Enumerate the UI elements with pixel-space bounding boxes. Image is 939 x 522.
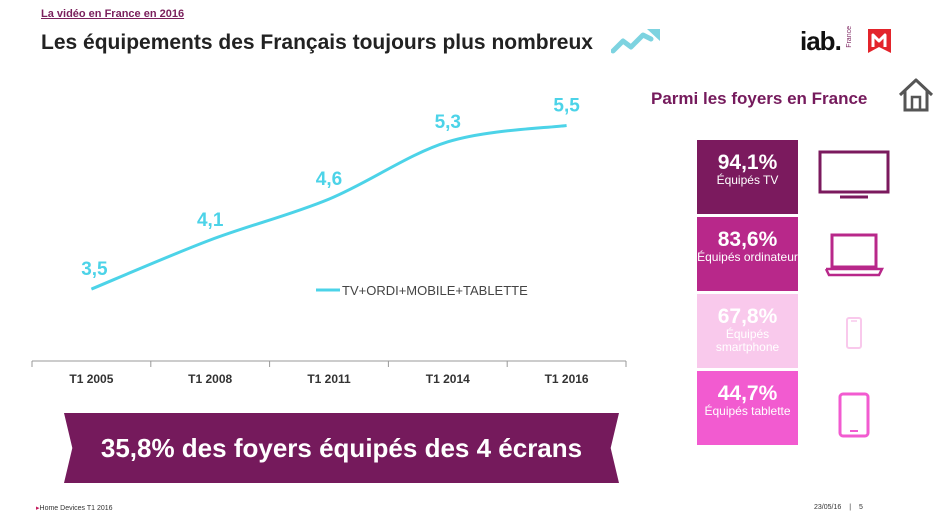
x-tick-label: T1 2016 — [545, 372, 589, 386]
data-label: 4,6 — [316, 169, 342, 190]
x-tick-label: T1 2008 — [188, 372, 232, 386]
iab-logo-sub: France — [846, 26, 853, 48]
stat-tv: 94,1% Équipés TV — [697, 140, 798, 214]
footer-date: 23/05/16 — [814, 504, 842, 511]
stat-tablet: 44,7% Équipés tablette — [697, 371, 798, 445]
supertitle: La vidéo en France en 2016 — [41, 8, 185, 20]
data-label: 3,5 — [81, 259, 108, 280]
page-title: Les équipements des Français toujours pl… — [41, 31, 593, 54]
legend-label: TV+ORDI+MOBILE+TABLETTE — [342, 283, 528, 298]
x-tick-label: T1 2005 — [69, 372, 113, 386]
stat-tablet-label: Équipés tablette — [704, 404, 791, 418]
stat-smartphone: 67,8% Équipés smartphone — [697, 294, 798, 368]
m-logo-icon — [868, 29, 891, 53]
summary-banner: 35,8% des foyers équipés des 4 écrans — [64, 413, 619, 483]
footer-separator: | — [849, 504, 852, 511]
stat-computer-pct: 83,6% — [717, 228, 778, 251]
data-label: 5,3 — [435, 112, 461, 133]
tablet-icon — [838, 392, 870, 438]
stat-smartphone-label: Équipés smartphone — [715, 327, 780, 354]
series-line — [90, 123, 567, 291]
trend-up-icon — [611, 29, 660, 54]
source-text: Home Devices T1 2016 — [39, 505, 113, 512]
data-label: 5,5 — [553, 95, 580, 116]
laptop-icon — [824, 233, 884, 277]
line-chart: 3,5 4,1 4,6 5,3 5,5 T1 2005 T1 2008 T1 2011 T1 … — [31, 95, 627, 386]
iab-logo: iab. — [800, 26, 842, 56]
footer-arrow-icon: ▸ — [36, 505, 40, 512]
house-icon — [898, 78, 934, 112]
source-footer: ▸Home Devices T1 2016 — [36, 504, 113, 512]
page-number: 5 — [858, 504, 863, 511]
stat-tablet-pct: 44,7% — [717, 382, 778, 405]
smartphone-icon — [846, 317, 862, 349]
date-page-footer: 23/05/16 | 5 — [814, 504, 863, 511]
stat-tv-pct: 94,1% — [717, 151, 778, 174]
x-tick-label: T1 2011 — [307, 372, 351, 386]
tv-icon — [818, 150, 890, 199]
stat-tv-label: Équipés TV — [716, 173, 779, 187]
households-title: Parmi les foyers en France — [651, 89, 868, 108]
data-label: 4,1 — [197, 210, 224, 231]
x-tick-label: T1 2014 — [426, 372, 470, 386]
stat-computer-label: Équipés ordinateur — [697, 250, 798, 264]
stat-computer: 83,6% Équipés ordinateur — [697, 217, 798, 291]
summary-banner-text: 35,8% des foyers équipés des 4 écrans — [100, 433, 583, 463]
stat-smartphone-pct: 67,8% — [717, 305, 778, 328]
